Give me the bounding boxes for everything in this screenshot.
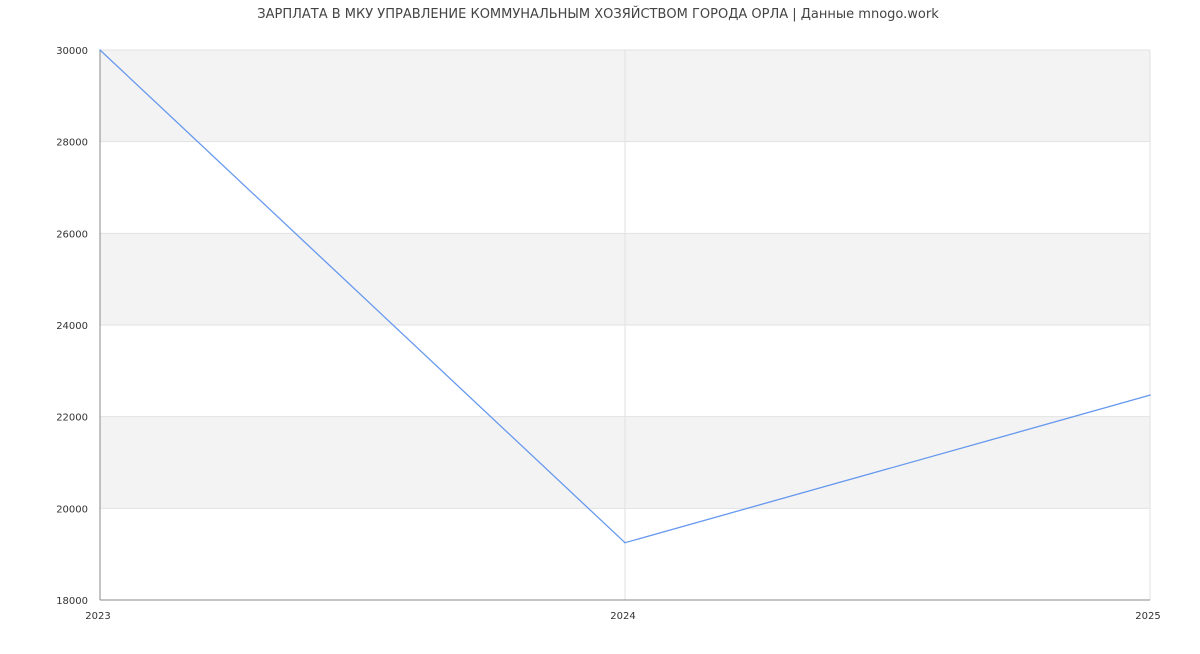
y-tick-label: 28000 xyxy=(56,138,88,149)
y-tick-label: 26000 xyxy=(56,229,88,240)
x-tick-label: 2024 xyxy=(610,611,635,622)
y-tick-label: 30000 xyxy=(56,46,88,57)
data-point xyxy=(624,541,626,544)
x-tick-label: 2025 xyxy=(1135,611,1160,622)
y-tick-label: 24000 xyxy=(56,321,88,332)
y-tick-label: 18000 xyxy=(56,596,88,607)
x-tick-label: 2023 xyxy=(85,611,110,622)
y-tick-label: 20000 xyxy=(56,504,88,515)
y-tick-label: 22000 xyxy=(56,413,88,424)
data-point xyxy=(99,49,101,51)
data-point xyxy=(1149,394,1151,396)
chart-title: ЗАРПЛАТА В МКУ УПРАВЛЕНИЕ КОММУНАЛЬНЫМ Х… xyxy=(257,6,939,22)
